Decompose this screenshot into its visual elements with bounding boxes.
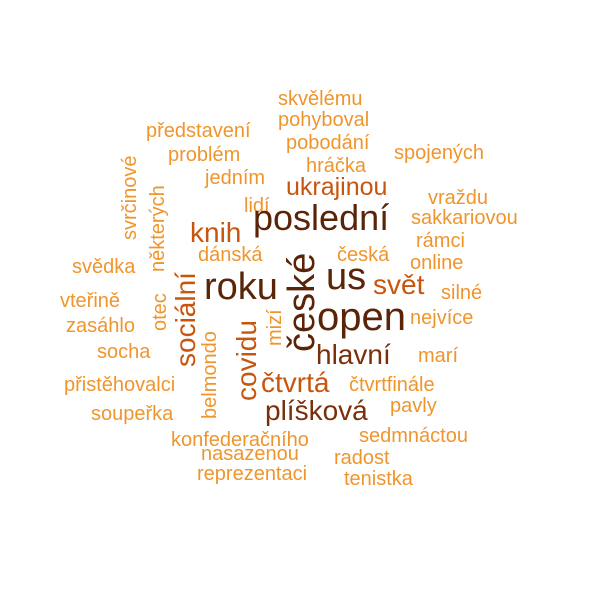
word-roku: roku [204,266,278,308]
word-ctvrta: čtvrtá [261,367,330,398]
word-vterine: vteřině [60,290,121,312]
word-silne: silné [441,282,483,304]
word-us: us [326,256,367,298]
word-vrazdu: vraždu [428,187,489,209]
word-ukrajinou: ukrajinou [286,173,388,201]
word-mari: marí [418,345,458,367]
word-hlavni: hlavní [316,339,391,370]
word-covidu: covidu [231,320,262,401]
word-knih: knih [190,217,242,248]
word-problem: problém [168,144,241,166]
word-konfederacniho: konfederačního [171,429,309,451]
word-tenistka: tenistka [344,468,413,490]
word-otec: otec [149,293,171,331]
word-open: open [317,295,406,339]
word-ramci: rámci [416,230,465,252]
word-danska: dánská [198,244,263,266]
word-socha: socha [97,341,151,363]
word-ceska: česká [337,244,390,266]
word-hracka: hráčka [306,155,367,177]
word-svet: svět [373,269,425,300]
word-nejvice: nejvíce [410,307,474,329]
word-reprezentaci: reprezentaci [197,463,308,485]
word-spojenych: spojených [394,142,485,164]
word-sakkariovou: sakkariovou [411,207,518,229]
word-zasahlo: zasáhlo [66,315,135,337]
word-nekterych: některých [147,185,169,272]
word-pohyboval: pohyboval [278,109,370,131]
word-souperka: soupeřka [91,403,174,425]
word-pobodani: pobodání [286,132,370,154]
word-online: online [410,252,464,274]
word-ceske: české [281,252,323,352]
word-ctvrtfinale: čtvrtfinále [349,374,435,396]
word-pristehovalci: přistěhovalci [64,374,176,396]
word-belmondo: belmondo [199,331,221,419]
word-predstaveni: představení [146,120,251,142]
word-posledni: poslední [253,197,390,238]
word-sedmnactou: sedmnáctou [359,425,468,447]
word-socialni: sociální [170,272,201,367]
word-pliskova: plíšková [265,395,368,426]
word-radost: radost [334,447,390,469]
word-pavly: pavly [390,395,437,417]
word-skvelemu: skvělému [278,88,363,110]
word-lidi: lidí [244,195,270,217]
word-nasazenou: nasazenou [201,443,299,465]
word-mizi: mizí [264,309,286,346]
word-jednim: jedním [205,167,266,189]
word-svedka: svědka [72,256,136,278]
word-svrcinove: svrčinové [119,155,141,240]
